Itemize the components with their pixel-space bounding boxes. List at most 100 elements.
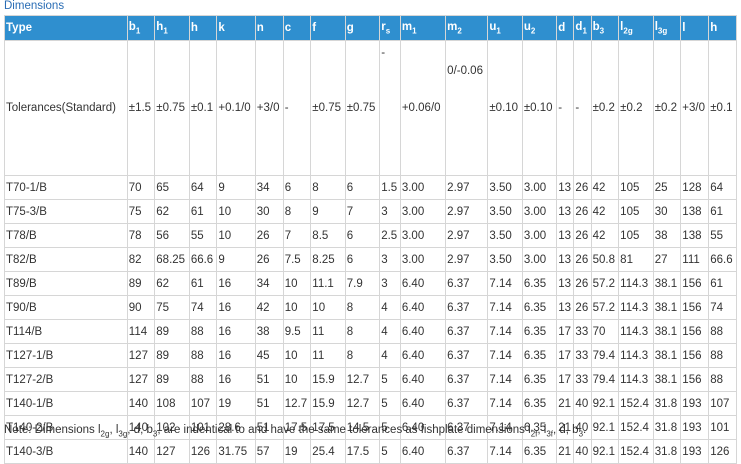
row-cell: 66.6: [188, 247, 218, 272]
header-col-sub: 3g: [657, 26, 668, 36]
row-cell: 38.1: [652, 271, 682, 296]
row-cell: 26: [573, 295, 592, 320]
row-cell: 62: [154, 271, 190, 296]
row-cell: 6.37: [445, 319, 489, 344]
header-col-m2: m2: [445, 15, 489, 41]
header-col-base: n: [256, 22, 264, 34]
row-cell: 30: [254, 199, 284, 224]
row-cell: 57: [254, 439, 284, 464]
row-cell: 7.9: [344, 271, 381, 296]
row-cell: 193: [680, 439, 710, 464]
footnote-symbol: l: [97, 424, 101, 436]
row-cell: 9: [216, 175, 256, 200]
footnote-text: .: [583, 424, 587, 436]
tolerance-value: ±0.1: [190, 102, 214, 114]
row-cell: 128: [680, 175, 710, 200]
row-cell: 107: [708, 391, 737, 416]
row-cell: 74: [188, 295, 218, 320]
row-cell: 8.25: [310, 247, 346, 272]
row-cell: 79.4: [590, 367, 620, 392]
tolerance-value: ±0.10: [523, 102, 553, 114]
footnote-prefix: Note: Dimensions: [4, 424, 98, 436]
row-cell: 15.9: [310, 367, 346, 392]
footnote-text: , are indentical to and have the same to…: [157, 424, 529, 436]
row-cell: 6.40: [399, 271, 447, 296]
row-cell: 193: [680, 391, 710, 416]
header-col-c: c: [282, 15, 312, 41]
row-cell: 5: [379, 367, 401, 392]
header-col-f: f: [310, 15, 346, 41]
header-col-sub: 1: [582, 26, 587, 36]
row-cell: 3: [379, 199, 401, 224]
row-cell: 10: [282, 295, 312, 320]
tolerance-value: ±0.1: [710, 102, 733, 114]
header-col-base: l: [682, 22, 686, 34]
header-col-sub: 2: [530, 26, 536, 36]
row-cell: 14.5: [344, 415, 381, 440]
header-col-n: n: [254, 15, 284, 41]
row-cell: 42: [254, 295, 284, 320]
row-cell: 6.37: [445, 415, 489, 440]
row-cell: 61: [708, 199, 737, 224]
row-type: T127-2/B: [4, 367, 128, 392]
header-col-base: m: [401, 20, 413, 33]
section-title: Dimensions: [4, 0, 65, 12]
row-cell: 34: [254, 271, 284, 296]
header-type: Type: [4, 15, 128, 41]
header-col-k: k: [216, 15, 256, 41]
header-col-g: g: [344, 15, 381, 41]
row-type: T114/B: [4, 319, 128, 344]
row-cell: 19: [282, 439, 312, 464]
row-cell: 90: [126, 295, 156, 320]
footnote-text: , d,: [127, 424, 147, 436]
row-cell: 7.5: [282, 247, 312, 272]
row-cell: 6.40: [399, 343, 447, 368]
row-cell: 70: [590, 319, 620, 344]
table-row: T140-3/B 140 127 126 31.75 57 19 25.4 17.5 5 6.40 6…: [4, 439, 737, 464]
row-cell: 3: [379, 247, 401, 272]
tolerance-cell: -: [556, 40, 575, 176]
row-cell: 156: [680, 271, 710, 296]
tolerance-value: +3/0: [256, 102, 280, 114]
row-cell: 31.8: [652, 439, 682, 464]
row-cell: 6.37: [445, 439, 489, 464]
row-cell: 6.35: [521, 343, 558, 368]
tolerance-cell: ±0.10: [521, 40, 558, 176]
row-cell: 138: [680, 199, 710, 224]
header-col-b1: b1: [126, 15, 156, 41]
row-cell: 140: [126, 439, 156, 464]
row-cell: 105: [618, 199, 654, 224]
header-col-base: l: [654, 20, 658, 33]
row-cell: 6: [282, 175, 312, 200]
row-cell: 6: [344, 175, 381, 200]
row-cell: 11: [310, 319, 346, 344]
row-cell: 6.37: [445, 367, 489, 392]
row-cell: 127: [154, 439, 190, 464]
row-cell: 89: [126, 271, 156, 296]
table-row: T82/B 82 68.25 66.6 9 26 7.5 8.25 6 3 3.00 2.97 3.50…: [4, 247, 737, 272]
row-cell: 126: [708, 439, 737, 464]
row-cell: 70: [126, 175, 156, 200]
tolerance-value: ±0.75: [156, 102, 185, 114]
row-cell: 3.00: [399, 175, 447, 200]
row-cell: 16: [216, 295, 256, 320]
row-cell: 38.1: [652, 295, 682, 320]
tolerance-value: +3/0: [682, 102, 705, 114]
header-row: Type b1 h1 h k n c f g rs m1 m2 u1 u2 d d1 b3 l2g l3g l h: [4, 15, 737, 41]
row-cell: 38.1: [652, 343, 682, 368]
row-cell: 42: [590, 175, 620, 200]
row-cell: 156: [680, 367, 710, 392]
row-cell: 6.37: [445, 271, 489, 296]
row-cell: 42: [590, 223, 620, 248]
row-cell: 89: [154, 319, 190, 344]
row-cell: 114.3: [618, 295, 654, 320]
row-cell: 6: [344, 247, 381, 272]
row-cell: 4: [379, 343, 401, 368]
table-row: T78/B 78 56 55 10 26 7 8.5 6 2.5 3.00 2.97 3.50 3.00 1…: [4, 223, 737, 248]
footnote-symbol-sub: 3f: [546, 429, 553, 439]
tolerance-cell: ±1.5: [126, 40, 156, 176]
row-cell: 61: [708, 271, 737, 296]
footnote-symbol: b: [572, 424, 579, 436]
row-cell: 6.40: [399, 391, 447, 416]
tolerance-value: +0.1/0: [218, 102, 251, 114]
